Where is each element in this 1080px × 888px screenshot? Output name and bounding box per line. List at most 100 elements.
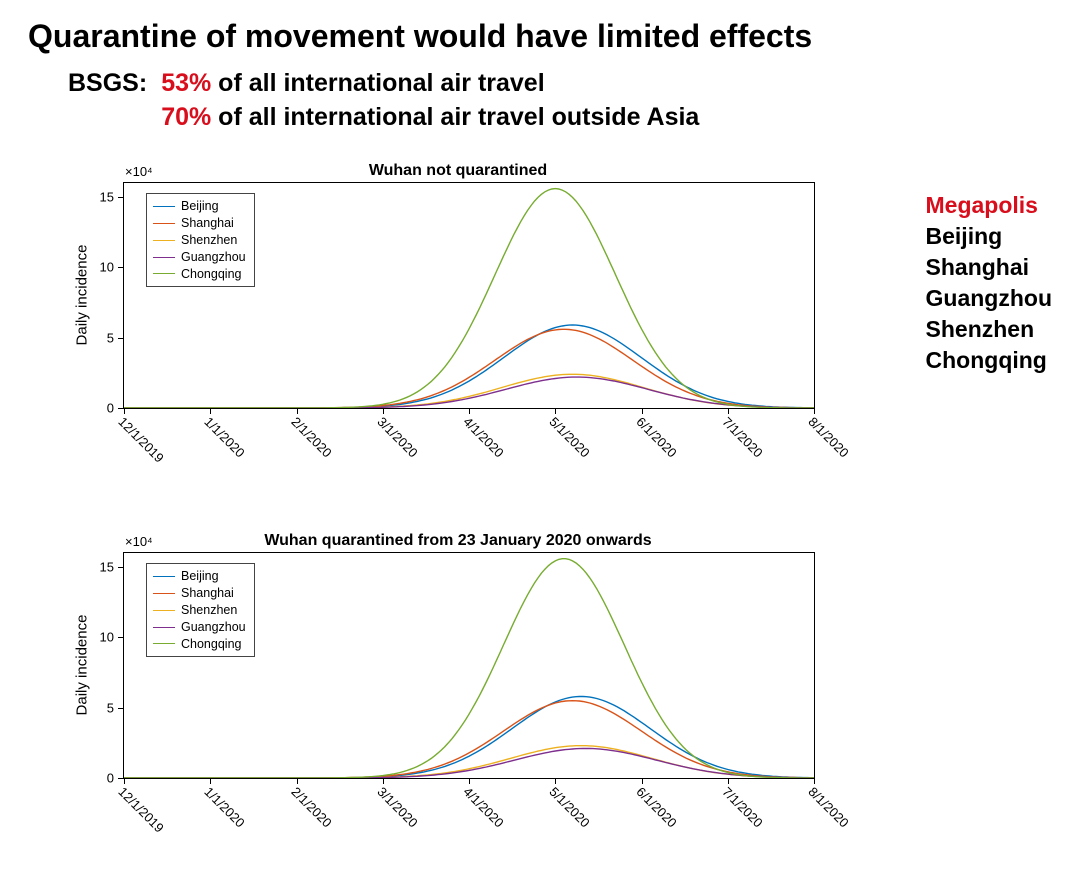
x-tick-label: 6/1/2020	[633, 414, 679, 460]
bsgs-block: BSGS: 53% of all international air trave…	[68, 67, 1052, 135]
chart-wuhan-not-quarantined: Wuhan not quarantined×10⁴ Daily incidence…	[68, 162, 848, 502]
legend-item: Shenzhen	[153, 232, 246, 249]
series-shenzhen	[124, 746, 814, 778]
x-tick-label: 12/1/2019	[115, 784, 167, 836]
legend-label: Beijing	[181, 198, 219, 215]
bsgs-pct-2: 70%	[161, 103, 211, 131]
y-axis-label: Daily incidence	[74, 614, 91, 715]
x-tick	[642, 408, 643, 414]
x-tick-label: 1/1/2020	[202, 414, 248, 460]
bsgs-label: BSGS:	[68, 67, 147, 101]
legend-swatch	[153, 627, 175, 628]
slide-root: Quarantine of movement would have limite…	[0, 0, 1080, 888]
x-tick-label: 2/1/2020	[288, 784, 334, 830]
legend-swatch	[153, 257, 175, 258]
x-tick-label: 7/1/2020	[719, 414, 765, 460]
chart-title: Wuhan not quarantined	[68, 162, 848, 180]
x-tick	[297, 778, 298, 784]
legend-item: Chongqing	[153, 266, 246, 283]
y-tick-label: 5	[107, 700, 114, 715]
bsgs-line-1: 53% of all international air travel	[161, 67, 699, 101]
y-tick-label: 0	[107, 771, 114, 786]
legend-label: Guangzhou	[181, 619, 246, 636]
legend-item: Guangzhou	[153, 249, 246, 266]
legend-label: Guangzhou	[181, 249, 246, 266]
x-tick-label: 1/1/2020	[202, 784, 248, 830]
megapolis-list: Megapolis Beijing Shanghai Guangzhou She…	[926, 190, 1052, 376]
y-tick-label: 5	[107, 330, 114, 345]
chart-legend: BeijingShanghaiShenzhenGuangzhouChongqin…	[146, 193, 255, 287]
legend-swatch	[153, 643, 175, 644]
bsgs-pct-1: 53%	[161, 69, 211, 97]
plot-area: 05101512/1/20191/1/20202/1/20203/1/20204…	[123, 552, 815, 779]
x-tick-label: 6/1/2020	[633, 784, 679, 830]
x-tick-label: 2/1/2020	[288, 414, 334, 460]
legend-swatch	[153, 576, 175, 577]
x-tick	[728, 778, 729, 784]
y-tick-label: 15	[100, 560, 114, 575]
legend-swatch	[153, 273, 175, 274]
legend-item: Beijing	[153, 568, 246, 585]
legend-label: Shenzhen	[181, 602, 237, 619]
x-tick	[124, 408, 125, 414]
legend-swatch	[153, 206, 175, 207]
series-beijing	[124, 325, 814, 408]
x-tick-label: 7/1/2020	[719, 784, 765, 830]
y-tick-label: 0	[107, 401, 114, 416]
x-tick	[383, 778, 384, 784]
legend-label: Chongqing	[181, 636, 241, 653]
x-tick	[814, 778, 815, 784]
legend-item: Shenzhen	[153, 602, 246, 619]
legend-swatch	[153, 223, 175, 224]
x-tick-label: 5/1/2020	[547, 414, 593, 460]
x-tick-label: 4/1/2020	[460, 784, 506, 830]
bsgs-line-2: 70% of all international air travel outs…	[161, 101, 699, 135]
megapolis-item: Guangzhou	[926, 283, 1052, 314]
x-tick-label: 4/1/2020	[460, 414, 506, 460]
megapolis-item: Shanghai	[926, 252, 1052, 283]
x-tick-label: 3/1/2020	[374, 414, 420, 460]
legend-swatch	[153, 240, 175, 241]
legend-item: Beijing	[153, 198, 246, 215]
bsgs-rest-1: of all international air travel	[211, 69, 544, 97]
megapolis-item: Beijing	[926, 221, 1052, 252]
x-tick	[469, 408, 470, 414]
x-tick-label: 3/1/2020	[374, 784, 420, 830]
x-tick	[814, 408, 815, 414]
x-tick	[728, 408, 729, 414]
legend-item: Shanghai	[153, 585, 246, 602]
x-tick-label: 12/1/2019	[115, 414, 167, 466]
x-tick-label: 8/1/2020	[805, 784, 851, 830]
x-tick	[297, 408, 298, 414]
legend-label: Shanghai	[181, 215, 234, 232]
megapolis-item: Shenzhen	[926, 314, 1052, 345]
x-tick	[124, 778, 125, 784]
chart-title: Wuhan quarantined from 23 January 2020 o…	[68, 532, 848, 550]
y-exponent-label: ×10⁴	[125, 534, 153, 549]
y-exponent-label: ×10⁴	[125, 164, 153, 179]
legend-label: Shenzhen	[181, 232, 237, 249]
bsgs-rest-2: of all international air travel outside …	[211, 103, 699, 131]
legend-item: Shanghai	[153, 215, 246, 232]
y-axis-label: Daily incidence	[74, 244, 91, 345]
x-tick-label: 8/1/2020	[805, 414, 851, 460]
chart-wuhan-quarantined: Wuhan quarantined from 23 January 2020 o…	[68, 532, 848, 872]
legend-swatch	[153, 593, 175, 594]
megapolis-item: Chongqing	[926, 345, 1052, 376]
y-tick-label: 10	[100, 630, 114, 645]
legend-label: Beijing	[181, 568, 219, 585]
megapolis-heading: Megapolis	[926, 190, 1052, 221]
legend-label: Chongqing	[181, 266, 241, 283]
page-title: Quarantine of movement would have limite…	[28, 18, 1052, 55]
charts-column: Wuhan not quarantined×10⁴Daily incidence…	[68, 162, 848, 888]
x-tick	[469, 778, 470, 784]
x-tick	[642, 778, 643, 784]
legend-label: Shanghai	[181, 585, 234, 602]
legend-item: Guangzhou	[153, 619, 246, 636]
x-tick	[383, 408, 384, 414]
y-tick-label: 15	[100, 190, 114, 205]
legend-swatch	[153, 610, 175, 611]
legend-item: Chongqing	[153, 636, 246, 653]
plot-area: 05101512/1/20191/1/20202/1/20203/1/20204…	[123, 182, 815, 409]
y-tick-label: 10	[100, 260, 114, 275]
